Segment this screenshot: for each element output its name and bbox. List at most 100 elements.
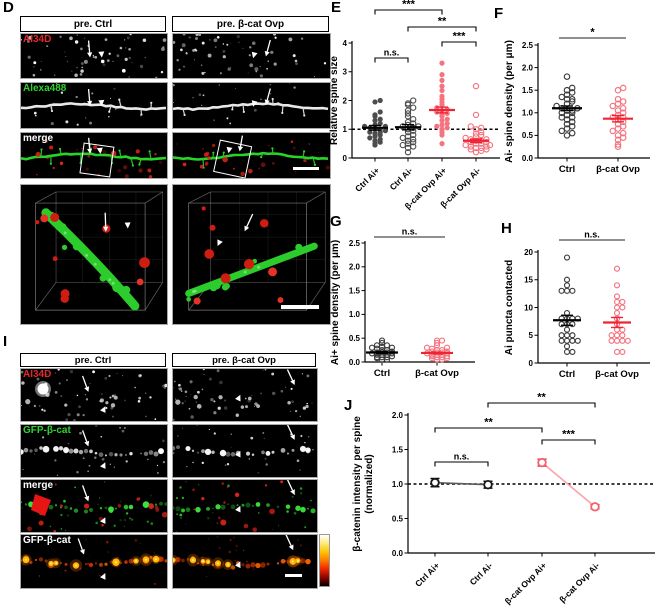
- annotation-arrow: [81, 485, 88, 497]
- annotation-arrowhead: [84, 440, 90, 447]
- panel-i-header-ctrl: pre. Ctrl: [20, 353, 166, 367]
- micrograph-cell-merge: [20, 132, 168, 179]
- annotation-arrowhead: [87, 100, 93, 106]
- data-point: [563, 116, 571, 123]
- annotation-arrow: [88, 137, 91, 149]
- sig-label: **: [537, 392, 546, 404]
- ai-punctum: [277, 297, 284, 304]
- speckle-layer: [21, 34, 167, 78]
- annotation-arrow: [266, 39, 271, 52]
- data-point: [558, 332, 565, 339]
- data-point: [614, 132, 622, 139]
- data-point: [410, 116, 417, 123]
- data-point: [472, 82, 480, 90]
- sig-label: ***: [402, 0, 416, 11]
- data-point: [483, 143, 490, 150]
- data-point: [613, 309, 621, 317]
- annotation-arrow: [286, 369, 294, 381]
- ai-punctum: [201, 206, 206, 211]
- punctate-dendrite: [173, 502, 316, 514]
- data-point: [423, 344, 431, 351]
- speckle-layer: [173, 425, 310, 474]
- series-points: [609, 84, 627, 150]
- data-point: [608, 337, 615, 344]
- connection-line: [434, 481, 489, 486]
- annotation-arrow: [87, 40, 91, 53]
- annotation-arrowhead: [235, 450, 241, 458]
- speckle-layer: [22, 538, 162, 585]
- panel-label-e: E: [331, 0, 342, 16]
- ai-punctum: [35, 220, 40, 225]
- dendrite-3d: [41, 208, 140, 311]
- data-point: [563, 337, 571, 344]
- annotation-arrowhead: [96, 147, 103, 154]
- data-point: [574, 337, 581, 344]
- data-point: [439, 87, 445, 94]
- ai-punctum: [204, 249, 215, 259]
- chart-G: 0.0 0.5 1.0 1.5 2.0 2.5 Ctrl β-cat Ovp Ai+ spine…: [330, 227, 475, 379]
- y-tick-label: 2.0: [522, 63, 534, 72]
- x-tick-label: Ctrl Ai-: [468, 560, 495, 587]
- panel-i-row-label-merge: merge: [23, 480, 54, 491]
- data-point: [439, 112, 445, 118]
- data-point: [439, 83, 445, 89]
- micrograph-cell-speck: [172, 33, 331, 79]
- series-points: [608, 265, 631, 355]
- x-tick-label: Ctrl Ai-: [388, 165, 415, 192]
- data-point: [478, 124, 485, 131]
- y-axis-label: Ai+ spine density (per μm): [330, 240, 341, 365]
- annotation-arrowhead: [235, 505, 241, 513]
- annotation-arrowhead: [100, 406, 106, 413]
- data-point: [433, 339, 441, 347]
- data-point: [373, 342, 381, 349]
- annotation-arrowhead: [98, 99, 105, 107]
- data-point: [410, 143, 417, 150]
- sig-label: n.s.: [402, 227, 418, 237]
- annotation-arrowhead: [124, 222, 131, 229]
- data-point: [569, 287, 576, 294]
- y-tick-label: 2.5: [522, 41, 534, 50]
- y-axis-label: Ai- spine density (per μm): [504, 40, 515, 163]
- series-points: [434, 60, 450, 147]
- data-point: [563, 282, 571, 289]
- data-point: [368, 344, 376, 351]
- data-point: [563, 125, 571, 132]
- y-tick-label: 1.0: [392, 480, 404, 489]
- panel-i-row-label-gfp-bcat-heat: GFP-β-cat: [23, 535, 71, 546]
- data-point: [472, 111, 480, 119]
- x-tick-label: β-cat Ovp: [595, 369, 639, 380]
- data-point: [372, 99, 378, 105]
- annotation-arrowhead: [100, 462, 106, 469]
- y-tick-label: 0.5: [349, 334, 361, 343]
- data-point: [563, 287, 571, 294]
- series-points: [558, 254, 581, 355]
- data-point: [410, 104, 417, 111]
- data-point: [399, 141, 406, 149]
- data-point: [382, 128, 388, 134]
- data-point: [619, 337, 626, 344]
- sig-label: *: [590, 27, 595, 39]
- annotation-arrowhead: [290, 434, 295, 440]
- data-point: [619, 105, 627, 112]
- data-point: [614, 86, 622, 94]
- y-tick-label: 15: [524, 276, 533, 285]
- data-point: [569, 337, 576, 344]
- data-point: [613, 304, 621, 311]
- sig-label: n.s.: [454, 452, 470, 462]
- heat-colorbar: [319, 534, 330, 587]
- x-tick-label: Ctrl: [374, 368, 390, 379]
- y-tick-label: 1.5: [392, 445, 404, 454]
- data-point: [410, 131, 417, 139]
- punctate-dendrite: [21, 445, 164, 457]
- red-blob: [31, 494, 51, 516]
- micrograph-cell-hot: [172, 534, 318, 589]
- y-tick-label: 1.0: [522, 109, 534, 118]
- y-tick-label: 1.5: [522, 86, 534, 95]
- panel-d-row-label-ai34d: AI34D: [23, 34, 52, 45]
- data-point: [613, 348, 621, 355]
- y-tick-label: 0.0: [522, 154, 534, 163]
- dendrite-3d: [185, 242, 318, 297]
- panel-i-row-label-ai34d: AI34D: [23, 369, 52, 380]
